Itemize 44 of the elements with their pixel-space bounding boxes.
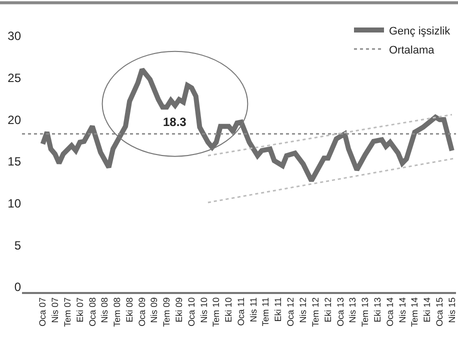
x-tick-label: Tem 13 [360, 297, 370, 327]
annotation: 18.3 [163, 115, 187, 129]
x-tick-label: Tem 14 [410, 297, 420, 327]
x-tick-label: Eki 13 [372, 297, 383, 322]
y-tick-label: 15 [8, 154, 22, 169]
x-tick-label: Eki 07 [74, 297, 85, 322]
y-tick-label: 10 [8, 196, 22, 211]
x-tick-label: Eki 14 [422, 297, 432, 322]
x-tick-label: Oca 13 [335, 297, 346, 326]
x-tick-label: Oca 11 [236, 297, 246, 326]
x-tick-label: Tem 12 [310, 297, 320, 327]
x-tick-label: Nis 10 [198, 297, 209, 323]
x-tick-label: Eki 12 [322, 297, 333, 322]
y-tick-label: 0 [14, 280, 22, 294]
x-tick-label: Tem 07 [62, 297, 72, 327]
x-tick-label: Eki 10 [224, 297, 234, 322]
x-tick-label: Tem 10 [211, 297, 222, 327]
x-tick-label: Nis 07 [50, 297, 60, 323]
x-tick-label: Tem 11 [260, 297, 271, 326]
x-tick-label: Nis 15 [446, 297, 457, 323]
x-tick-label: Eki 11 [273, 297, 284, 322]
x-tick-label: Eki 09 [174, 297, 184, 322]
x-tick-label: Oca 09 [137, 297, 148, 326]
x-tick-label: Eki 08 [124, 297, 135, 322]
x-tick-label: Oca 12 [286, 297, 296, 326]
x-tick-label: Tem 08 [112, 297, 122, 327]
legend-label: Genç işsizlik [389, 25, 451, 38]
x-tick-label: Nis 09 [149, 297, 160, 323]
x-tick-label: Nis 13 [348, 297, 358, 323]
x-tick-label: Oca 10 [186, 297, 197, 326]
x-tick-label: Oca 07 [38, 297, 48, 326]
x-tick-label: Oca 14 [385, 297, 396, 326]
y-tick-label: 5 [14, 238, 22, 252]
x-tick-label: Oca 15 [434, 297, 445, 326]
x-tick-label: Nis 11 [248, 297, 258, 322]
x-tick-label: Tem 09 [162, 297, 172, 327]
y-tick-label: 20 [8, 112, 22, 127]
x-tick-label: Oca 08 [87, 297, 98, 326]
y-tick-label: 30 [8, 29, 22, 44]
x-tick-label: Nis 14 [397, 297, 408, 323]
x-tick-label: Nis 08 [100, 297, 110, 323]
x-tick-label: Nis 12 [298, 297, 308, 323]
legend-label: Ortalama [389, 44, 436, 56]
y-tick-label: 25 [8, 71, 22, 86]
